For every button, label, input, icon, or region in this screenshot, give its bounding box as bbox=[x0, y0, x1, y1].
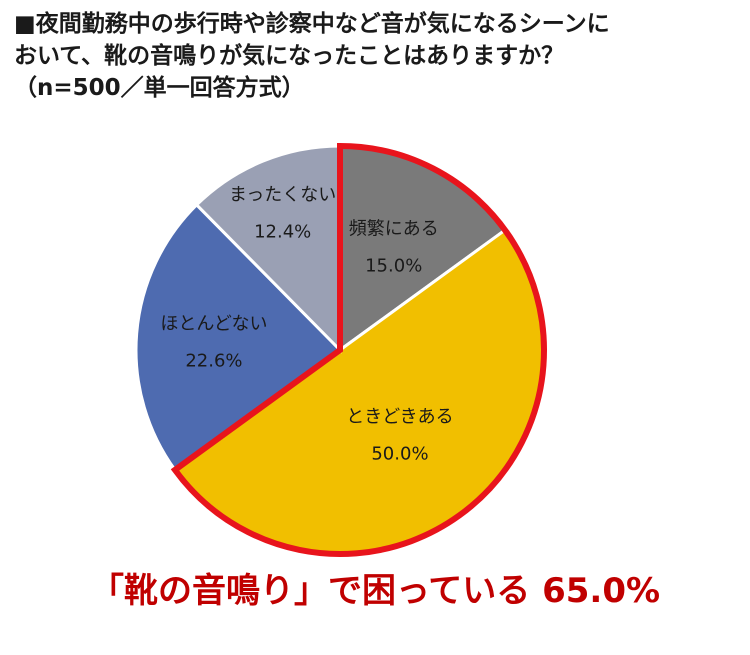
slice-category-label: 頻繁にある bbox=[349, 219, 439, 240]
title-line-2: おいて、靴の音鳴りが気になったことはありますか？ bbox=[14, 43, 565, 69]
slice-value-label: 22.6% bbox=[185, 351, 242, 372]
slice-value-label: 12.4% bbox=[254, 221, 311, 242]
slice-category-label: ほとんどない bbox=[160, 314, 267, 335]
pie-slice-3 bbox=[134, 202, 343, 473]
chart-title: ■夜間勤務中の歩行時や診察中など音が気になるシーンに おいて、靴の音鳴りが気にな… bbox=[14, 8, 739, 104]
highlight-callout: 「靴の音鳴り」で困っている 65.0% bbox=[89, 571, 661, 611]
slice-category-label: まったくない bbox=[229, 184, 336, 205]
title-line-1: ■夜間勤務中の歩行時や診察中など音が気になるシーンに bbox=[14, 11, 610, 37]
slice-category-label: ときどきある bbox=[346, 407, 453, 428]
title-line-3: （n=500／単一回答方式） bbox=[14, 75, 305, 101]
slice-value-label: 15.0% bbox=[365, 256, 422, 277]
highlight-outline bbox=[170, 142, 547, 557]
pie-slice-4 bbox=[194, 144, 342, 354]
slice-value-label: 50.0% bbox=[371, 444, 428, 465]
